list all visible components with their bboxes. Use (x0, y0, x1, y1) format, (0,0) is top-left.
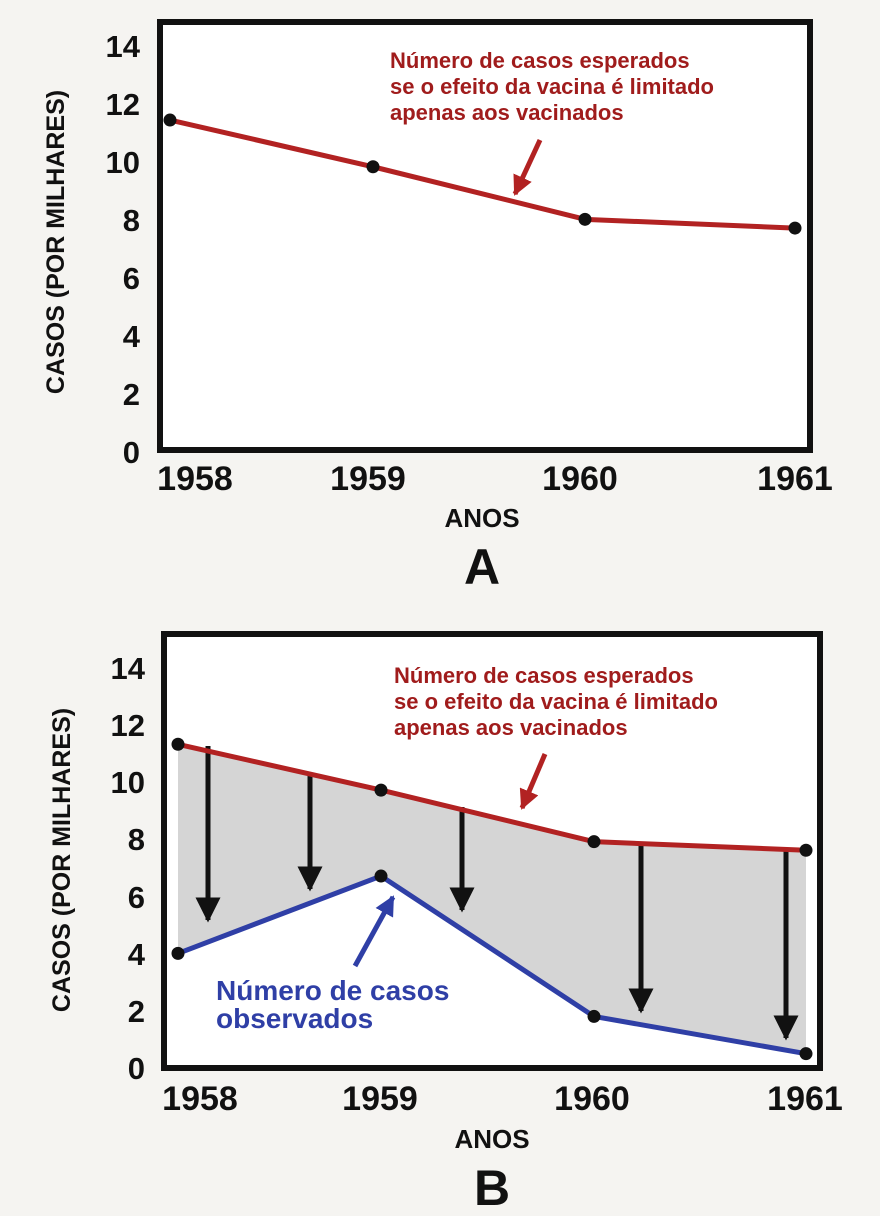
x-ticks-a: 1958 1959 1960 1961 (157, 460, 833, 498)
data-point (171, 737, 185, 751)
x-tick-label: 1958 (157, 460, 233, 498)
y-tick-label: 10 (111, 765, 145, 800)
data-point (578, 212, 592, 226)
panel-label-b: B (474, 1160, 510, 1216)
shaded-difference-area (178, 744, 806, 1054)
data-point (788, 221, 802, 235)
y-tick-label: 8 (123, 203, 140, 238)
annotation-line: Número de casos (216, 975, 449, 1006)
y-axis-label-b: CASOS (POR MILHARES) (48, 708, 76, 1012)
annotation-line: apenas aos vacinados (390, 100, 624, 125)
y-tick-label: 14 (111, 651, 146, 686)
x-tick-label: 1960 (554, 1080, 630, 1118)
annotation-observed-b: Número de casos observados (216, 895, 449, 1034)
series-line (169, 117, 796, 231)
x-ticks-b: 1958 1959 1960 1961 (162, 1080, 843, 1118)
annotation-line: Número de casos esperados (390, 48, 690, 73)
data-point (366, 160, 380, 174)
y-tick-label: 6 (128, 880, 145, 915)
y-tick-label: 0 (123, 435, 140, 470)
panel-label-a: A (464, 539, 500, 595)
annotation-line: Número de casos esperados (394, 663, 694, 688)
chart-b: 0 2 4 6 8 10 12 14 CASOS (POR MILHARES) … (48, 631, 843, 1216)
data-point (799, 1047, 813, 1061)
y-tick-label: 12 (111, 708, 145, 743)
data-point (163, 113, 177, 127)
annotation-arrow-red (512, 138, 543, 196)
data-point (374, 783, 388, 797)
y-tick-label: 10 (106, 145, 140, 180)
annotation-line: observados (216, 1003, 373, 1034)
annotation-arrow-blue (352, 895, 396, 968)
plot-frame-a (157, 19, 813, 453)
y-tick-label: 6 (123, 261, 140, 296)
x-tick-label: 1958 (162, 1080, 238, 1118)
y-tick-label: 2 (128, 994, 145, 1029)
annotation-line: apenas aos vacinados (394, 715, 628, 740)
y-tick-label: 8 (128, 822, 145, 857)
annotation-line: se o efeito da vacina é limitado (390, 74, 714, 99)
annotation-expected-a: Número de casos esperados se o efeito da… (390, 48, 714, 196)
y-tick-label: 4 (128, 937, 146, 972)
data-point (171, 946, 185, 960)
annotation-line: se o efeito da vacina é limitado (394, 689, 718, 714)
y-ticks-a: 0 2 4 6 8 10 12 14 (106, 29, 141, 470)
x-tick-label: 1959 (342, 1080, 418, 1118)
data-point (587, 1009, 601, 1023)
annotation-arrow-red (519, 753, 548, 810)
series-a (163, 113, 802, 235)
x-tick-label: 1960 (542, 460, 618, 498)
chart-a: 0 2 4 6 8 10 12 14 CASOS (POR MILHARES) … (42, 19, 833, 595)
y-tick-label: 14 (106, 29, 141, 64)
y-tick-label: 4 (123, 319, 141, 354)
series-b (171, 737, 813, 1061)
y-tick-label: 2 (123, 377, 140, 412)
series-line (177, 873, 807, 1057)
annotation-expected-b: Número de casos esperados se o efeito da… (394, 663, 718, 810)
data-point (587, 835, 601, 849)
data-point (374, 869, 388, 883)
x-tick-label: 1959 (330, 460, 406, 498)
drop-arrows (195, 746, 799, 1041)
x-axis-label-a: ANOS (444, 503, 519, 533)
y-axis-label-a: CASOS (POR MILHARES) (42, 90, 70, 394)
data-point (799, 843, 813, 857)
series-line (177, 741, 807, 853)
x-tick-label: 1961 (767, 1080, 843, 1118)
y-ticks-b: 0 2 4 6 8 10 12 14 (111, 651, 146, 1086)
x-tick-label: 1961 (757, 460, 833, 498)
y-tick-label: 0 (128, 1051, 145, 1086)
x-axis-label-b: ANOS (454, 1124, 529, 1154)
y-tick-label: 12 (106, 87, 140, 122)
